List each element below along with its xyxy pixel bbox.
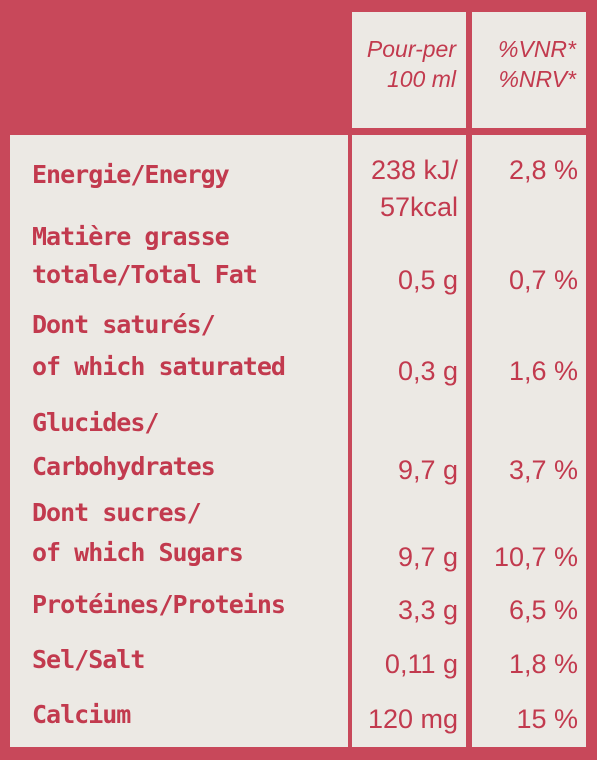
nutrient-name: Glucides/ [32, 408, 159, 437]
nrv-percent-column: 2,8 % 0,7 % 1,6 % 3,7 % 10,7 % 6,5 % 1,8… [472, 135, 586, 747]
nutrient-name: Carbohydrates [32, 452, 216, 481]
header-nrv-line2: %NRV* [498, 66, 576, 92]
nutrient-value: 0,5 g [397, 265, 458, 295]
nutrient-name: Matière grasse [32, 222, 230, 251]
nrv-percent: 6,5 % [508, 595, 578, 625]
nutrient-names-column: Energie/Energy Matière grasse totale/Tot… [10, 135, 348, 747]
nutrient-name: Protéines/Proteins [32, 590, 286, 619]
header-per-line1: Pour-per [366, 36, 456, 62]
nrv-percent: 10,7 % [493, 542, 578, 572]
values-per-100ml-column: 238 kJ/ 57kcal 0,5 g 0,3 g 9,7 g 9,7 g 3… [352, 135, 466, 747]
nutrient-name: Sel/Salt [32, 645, 145, 674]
nutrient-value: 238 kJ/ [370, 155, 458, 185]
nrv-percent: 2,8 % [508, 155, 578, 185]
nutrient-name: of which saturated [32, 352, 286, 381]
nutrient-value: 57kcal [379, 192, 458, 222]
nutrient-name: Dont sucres/ [32, 498, 202, 527]
nutrient-name: Energie/Energy [32, 160, 230, 189]
nrv-percent: 3,7 % [508, 455, 578, 485]
nutrient-value: 120 mg [367, 704, 458, 734]
nutrient-name: totale/Total Fat [32, 260, 258, 289]
header-nrv-line1: %VNR* [498, 36, 576, 62]
nrv-percent: 15 % [516, 704, 578, 734]
nrv-percent: 1,8 % [508, 649, 578, 679]
nrv-percent: 1,6 % [508, 356, 578, 386]
header-nrv: %VNR* %NRV* [472, 12, 586, 128]
nutrient-name: of which Sugars [32, 538, 244, 567]
header-per-line2: 100 ml [386, 66, 456, 92]
nrv-percent: 0,7 % [508, 265, 578, 295]
nutrient-name: Calcium [32, 700, 131, 729]
nutrient-value: 0,11 g [384, 649, 458, 679]
nutrient-value: 9,7 g [397, 542, 458, 572]
nutrient-value: 9,7 g [397, 455, 458, 485]
header-per-100ml: Pour-per 100 ml [352, 12, 466, 128]
nutrient-name: Dont saturés/ [32, 310, 216, 339]
nutrient-value: 0,3 g [397, 356, 458, 386]
nutrient-value: 3,3 g [397, 595, 458, 625]
